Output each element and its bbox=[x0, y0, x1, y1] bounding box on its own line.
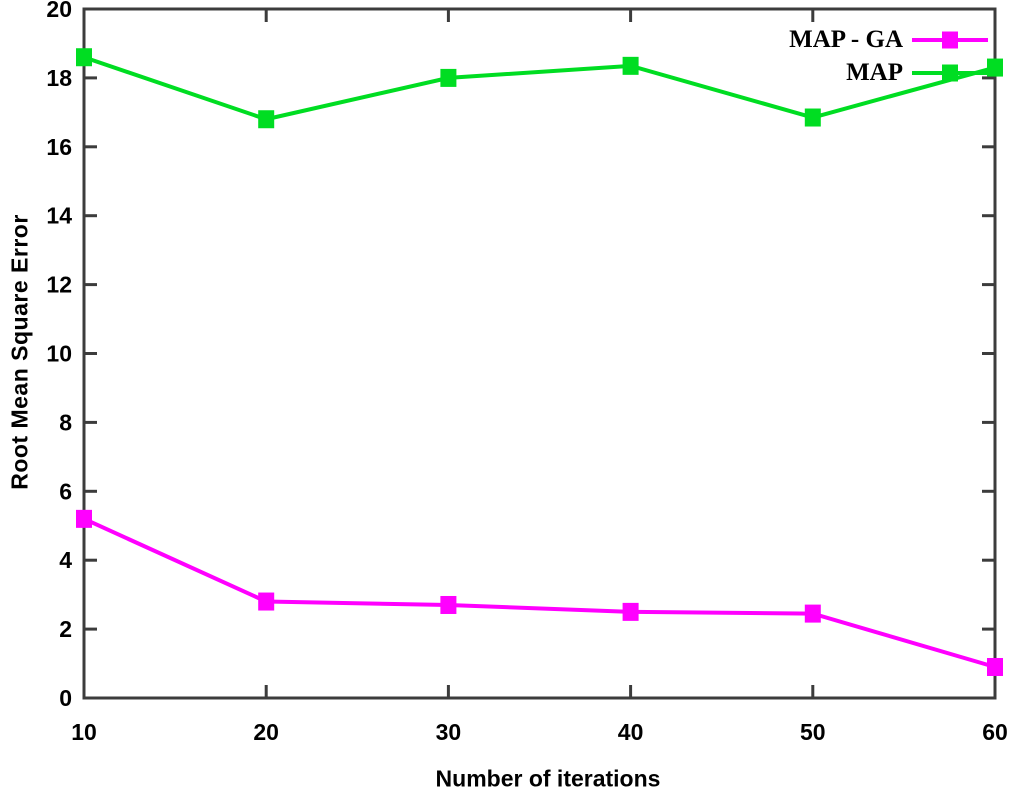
legend-square-marker-icon bbox=[942, 31, 958, 49]
data-point-square-marker bbox=[987, 58, 1003, 77]
data-point-square-marker bbox=[258, 592, 275, 611]
series-line-map---ga bbox=[83, 517, 996, 669]
legend-label-map: MAP bbox=[846, 59, 903, 86]
y-axis-title: Root Mean Square Error bbox=[6, 214, 33, 490]
x-tick-label: 10 bbox=[71, 719, 97, 745]
y-tick-label: 14 bbox=[46, 203, 72, 229]
x-tick-label: 20 bbox=[253, 719, 279, 745]
y-tick-label: 12 bbox=[46, 272, 72, 298]
y-tick-label: 0 bbox=[59, 685, 72, 711]
legend-line-sample-map bbox=[912, 64, 988, 82]
y-tick-label: 8 bbox=[59, 409, 72, 435]
data-point-square-marker bbox=[440, 68, 457, 87]
legend-item-map: MAP bbox=[789, 57, 988, 89]
legend-item-map-ga: MAP - GA bbox=[789, 24, 988, 56]
data-point-square-marker bbox=[622, 602, 639, 621]
legend-line-sample-map-ga bbox=[912, 31, 988, 49]
x-tick-label: 30 bbox=[436, 719, 462, 745]
y-tick-label: 18 bbox=[46, 65, 72, 91]
x-tick-label: 60 bbox=[982, 719, 1008, 745]
y-tick-label: 6 bbox=[59, 478, 72, 504]
x-tick-label: 50 bbox=[800, 719, 826, 745]
data-point-square-marker bbox=[804, 108, 821, 127]
x-tick-label: 40 bbox=[618, 719, 644, 745]
plot-frame bbox=[82, 7, 997, 700]
data-point-square-marker bbox=[76, 48, 92, 67]
legend: MAP - GA MAP bbox=[789, 24, 988, 89]
axis-tick-labels: 0 2 4 6 8 10 12 14 16 18 20 10 20 30 40 50 60 bbox=[46, 0, 1007, 745]
legend-square-marker-icon bbox=[942, 64, 958, 82]
data-point-square-marker bbox=[804, 604, 821, 623]
y-tick-label: 4 bbox=[59, 547, 72, 573]
data-point-square-marker bbox=[622, 56, 639, 75]
data-series bbox=[76, 48, 1003, 676]
legend-label-map-ga: MAP - GA bbox=[789, 26, 903, 53]
y-tick-label: 10 bbox=[46, 341, 72, 367]
plot-border bbox=[82, 7, 997, 700]
data-point-square-marker bbox=[76, 509, 92, 528]
y-tick-label: 2 bbox=[59, 616, 72, 642]
data-point-square-marker bbox=[987, 657, 1003, 676]
y-tick-label: 16 bbox=[46, 134, 72, 160]
data-point-square-marker bbox=[258, 110, 275, 129]
y-tick-label: 20 bbox=[46, 0, 72, 22]
x-axis-title: Number of iterations bbox=[435, 765, 661, 792]
data-point-square-marker bbox=[440, 595, 457, 614]
series-line-map bbox=[83, 55, 996, 122]
axis-ticks bbox=[82, 7, 997, 700]
